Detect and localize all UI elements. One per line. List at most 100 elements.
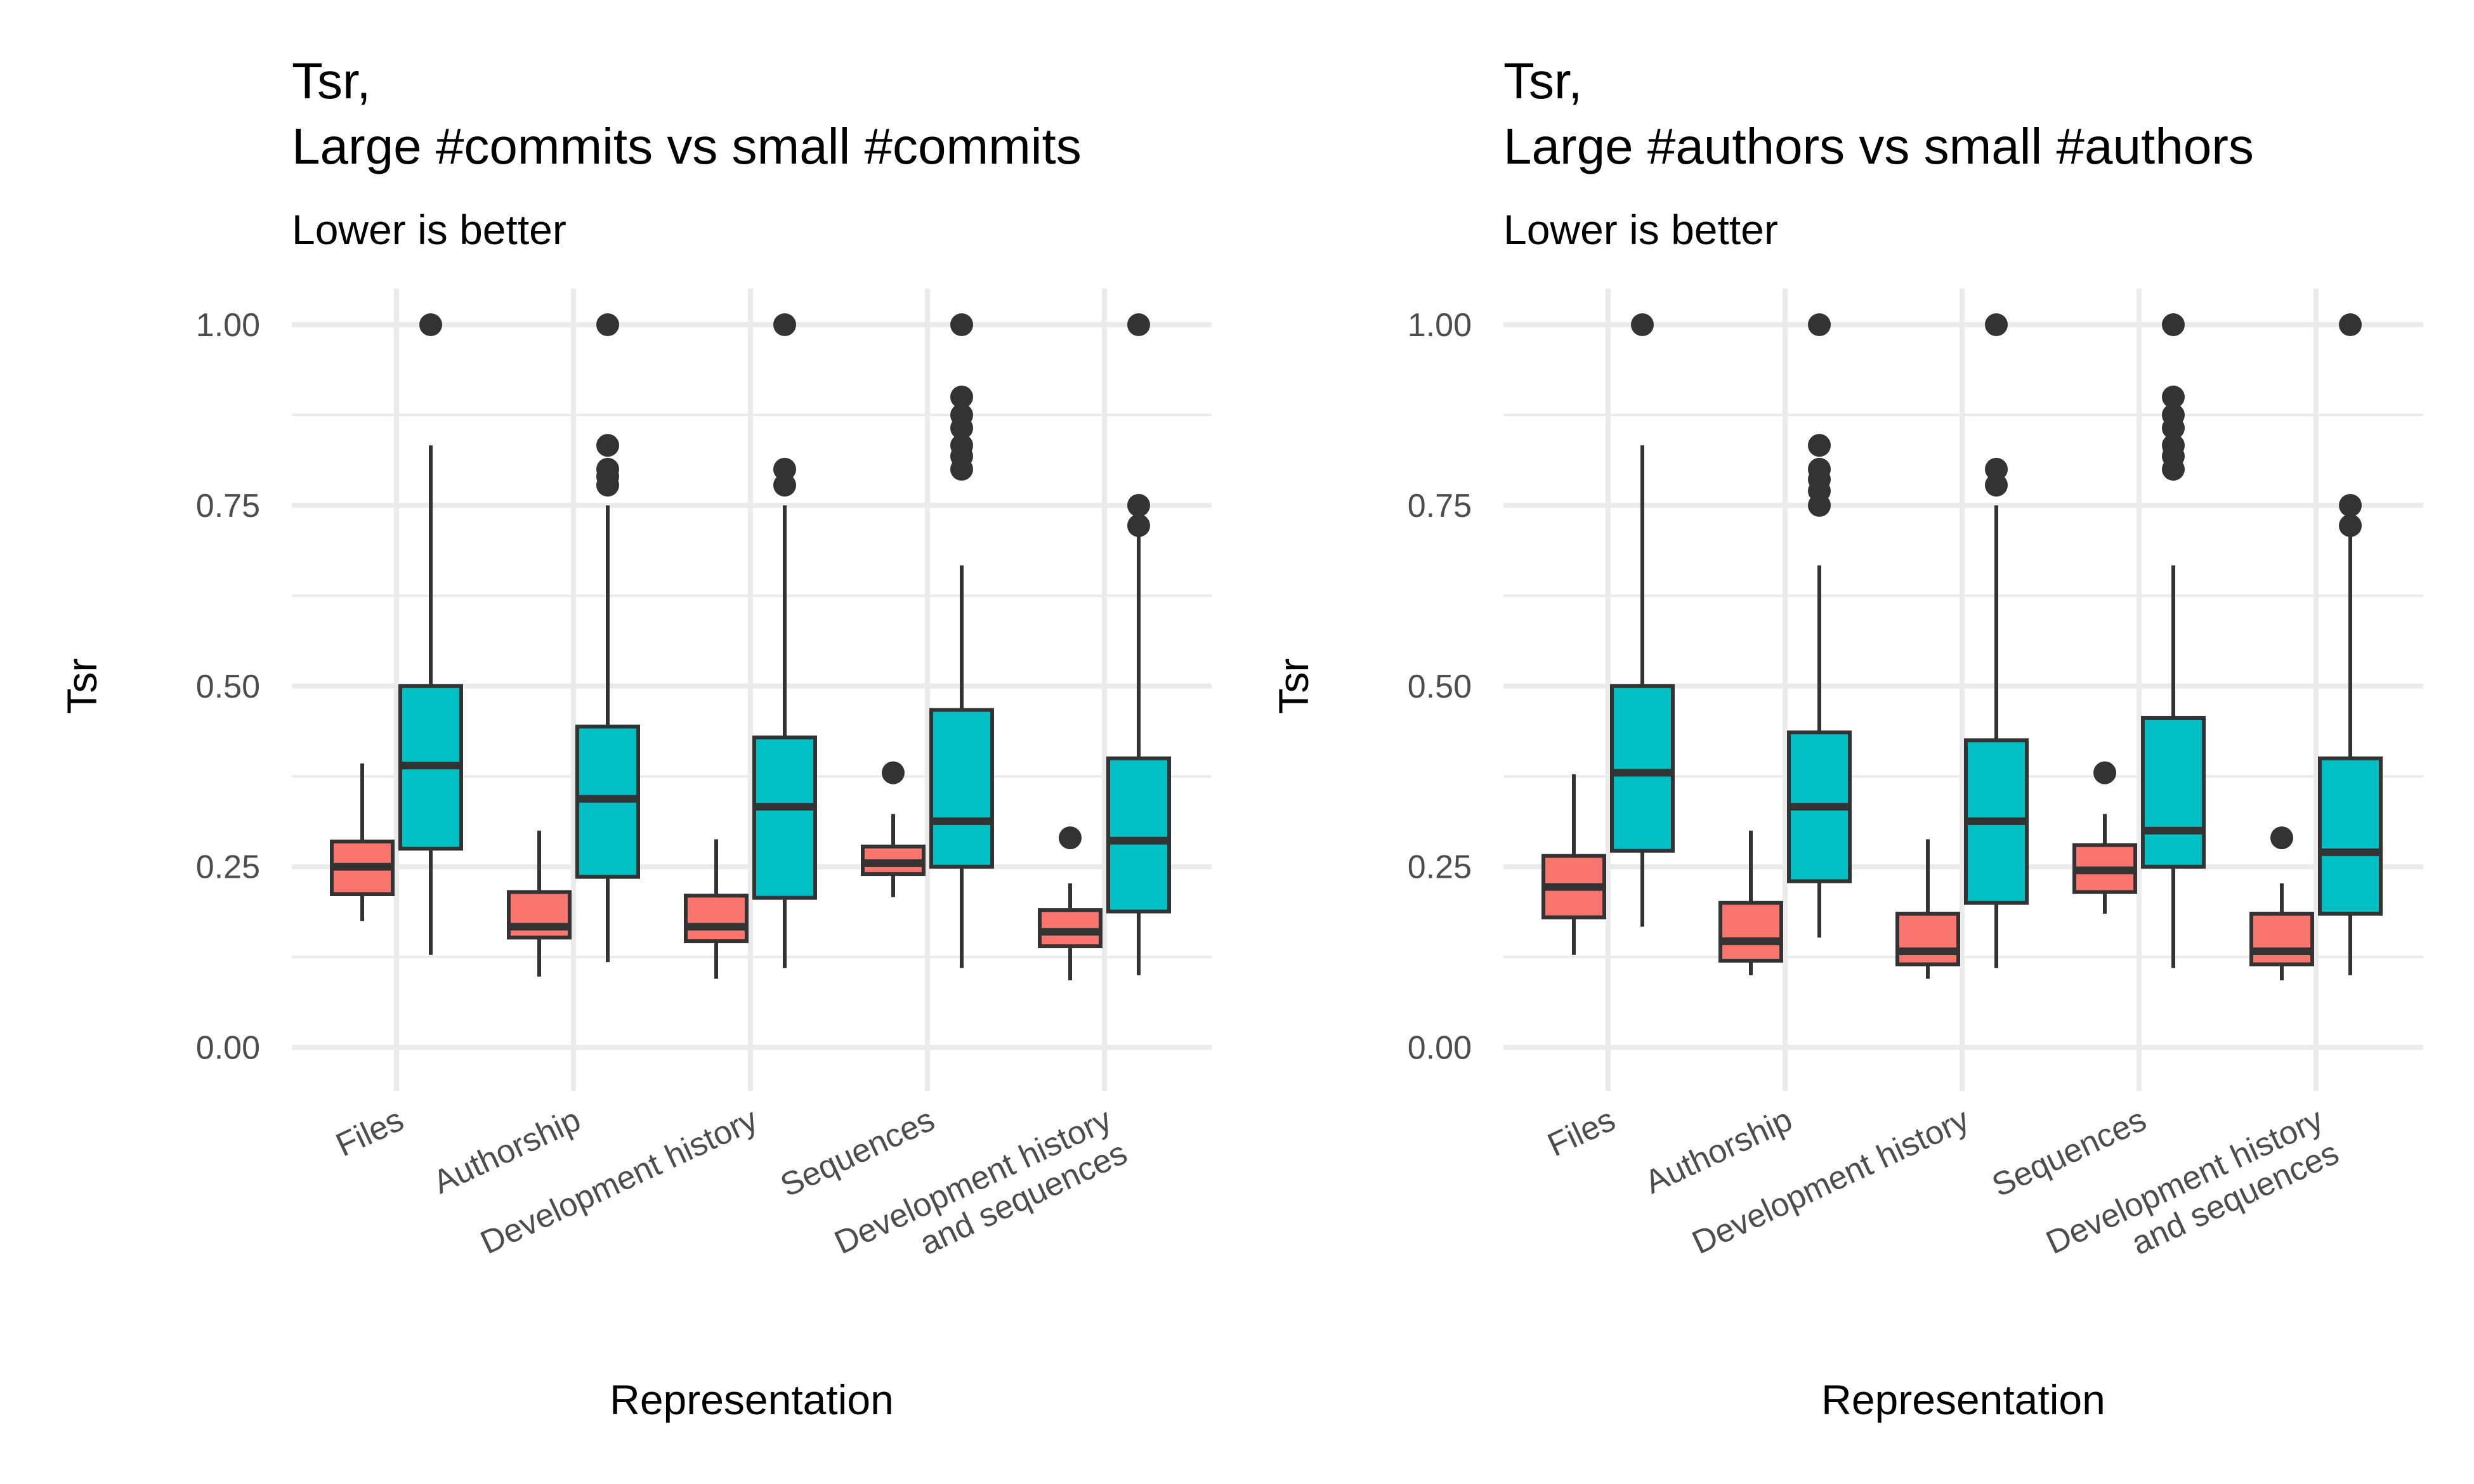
outlier-point xyxy=(2270,826,2293,850)
y-tick-label: 1.00 xyxy=(196,307,260,344)
outlier-point xyxy=(596,313,619,336)
box-large-4 xyxy=(2141,313,2206,968)
box-small-2 xyxy=(1718,830,1783,975)
x-axis-title: Representation xyxy=(610,1376,894,1423)
chart-title: Tsr, xyxy=(1503,53,1582,109)
outlier-point xyxy=(1985,313,2008,336)
outlier-point xyxy=(2339,313,2362,336)
box-small-3 xyxy=(684,839,749,979)
outlier-point xyxy=(773,313,796,336)
y-tick-label: 0.50 xyxy=(1408,668,1472,705)
x-tick-label: Files xyxy=(1542,1101,1621,1164)
box-small-5 xyxy=(1038,826,1103,980)
outlier-point xyxy=(2339,493,2362,517)
chart-subtitle: Lower is better xyxy=(292,206,566,253)
series-small xyxy=(1541,761,2314,980)
y-axis-title: Tsr xyxy=(58,658,105,714)
y-tick-label: 0.75 xyxy=(1408,488,1472,524)
box-large-5 xyxy=(1106,313,1171,975)
y-tick-label: 0.75 xyxy=(196,488,260,524)
outlier-point xyxy=(1985,473,2008,497)
outlier-point xyxy=(950,416,973,439)
outlier-point xyxy=(1808,493,1831,517)
y-axis-title: Tsr xyxy=(1270,658,1317,714)
outlier-point xyxy=(2162,416,2185,439)
box-small-4 xyxy=(2072,761,2137,914)
box-iqr xyxy=(929,708,994,869)
box-small-1 xyxy=(330,763,395,921)
outlier-point xyxy=(773,457,796,481)
series-large xyxy=(398,313,1171,975)
outlier-point xyxy=(1127,493,1150,517)
box-large-5 xyxy=(2318,313,2383,975)
outlier-point xyxy=(596,473,619,497)
chart-panel-2: Tsr, Large #authors vs small #authors Lowe… xyxy=(1270,53,2423,1423)
outlier-point xyxy=(2339,514,2362,537)
y-tick-label: 1.00 xyxy=(1408,307,1472,344)
box-iqr xyxy=(1895,911,1960,967)
outlier-point xyxy=(596,434,619,457)
x-tick-label-line1: Files xyxy=(1542,1101,1621,1164)
outlier-point xyxy=(1985,457,2008,481)
box-large-3 xyxy=(1964,313,2029,968)
chart-title-line2: Large #commits vs small #commits xyxy=(292,118,1082,174)
x-tick-label-line1: Authorship xyxy=(428,1101,586,1201)
box-iqr xyxy=(2249,911,2314,967)
outlier-point xyxy=(1631,313,1654,336)
y-tick-label: 0.50 xyxy=(196,668,260,705)
y-tick-label: 0.25 xyxy=(196,849,260,886)
y-tick-label: 0.00 xyxy=(1408,1030,1472,1067)
box-small-1 xyxy=(1541,774,1606,955)
box-large-2 xyxy=(1787,313,1852,938)
chart-title-line2: Large #authors vs small #authors xyxy=(1503,118,2254,174)
box-iqr xyxy=(1718,901,1783,963)
box-iqr xyxy=(684,894,749,944)
series-large xyxy=(1610,313,2383,975)
outlier-point xyxy=(2093,761,2116,784)
box-large-1 xyxy=(1610,313,1675,927)
y-tick-label: 0.25 xyxy=(1408,849,1472,886)
outlier-point xyxy=(950,313,973,336)
box-small-5 xyxy=(2249,826,2314,980)
outlier-point xyxy=(2162,313,2185,336)
box-iqr xyxy=(752,735,817,900)
outlier-point xyxy=(1127,313,1150,336)
box-iqr xyxy=(1106,756,1171,914)
outlier-point xyxy=(773,473,796,497)
outlier-point xyxy=(1808,434,1831,457)
outlier-point xyxy=(419,313,442,336)
outlier-point xyxy=(950,457,973,481)
outlier-point xyxy=(950,385,973,408)
box-large-3 xyxy=(752,313,817,968)
box-small-4 xyxy=(861,761,926,897)
y-tick-labels: 0.00 0.25 0.50 0.75 1.00 xyxy=(1408,307,1472,1067)
x-axis-title: Representation xyxy=(1821,1376,2105,1423)
gridlines xyxy=(1503,289,2423,1091)
box-iqr xyxy=(2141,715,2206,869)
chart-title: Tsr, xyxy=(292,53,370,109)
outlier-point xyxy=(2162,457,2185,481)
box-large-2 xyxy=(575,313,640,963)
outlier-point xyxy=(1059,826,1082,850)
chart-panel-1: Tsr, Large #commits vs small #commits Lowe… xyxy=(58,53,1212,1423)
box-large-1 xyxy=(398,313,463,955)
outlier-point xyxy=(1127,514,1150,537)
box-small-2 xyxy=(507,830,572,977)
outlier-point xyxy=(882,761,905,784)
series-small xyxy=(330,761,1103,980)
box-iqr xyxy=(1610,684,1675,853)
box-iqr xyxy=(507,890,572,940)
box-iqr xyxy=(2318,756,2383,916)
y-tick-label: 0.00 xyxy=(196,1030,260,1067)
x-tick-label: Authorship xyxy=(1639,1101,1798,1201)
box-large-4 xyxy=(929,313,994,968)
x-tick-label-line1: Authorship xyxy=(1639,1101,1798,1201)
chart-subtitle: Lower is better xyxy=(1503,206,1778,253)
gridlines xyxy=(292,289,1212,1091)
y-tick-labels: 0.00 0.25 0.50 0.75 1.00 xyxy=(196,307,260,1067)
box-small-3 xyxy=(1895,839,1960,979)
x-tick-label: Authorship xyxy=(428,1101,586,1201)
